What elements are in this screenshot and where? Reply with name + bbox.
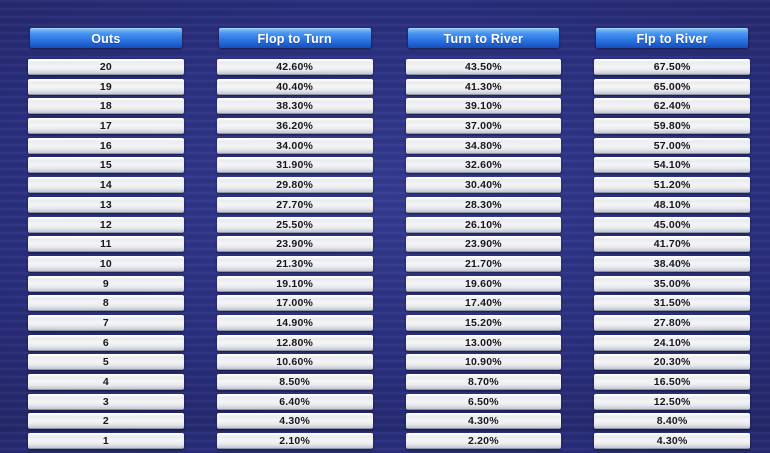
table-cell: 29.80%: [216, 177, 373, 194]
table-cell: 4.30%: [216, 413, 373, 430]
table-cell: 23.90%: [216, 236, 373, 253]
column-outs: Outs 20 19 18 17 16 15 14 13 12 11 10 9 8 7 6 5 4 3 2 1: [28, 28, 184, 453]
table-cell: 1: [28, 433, 184, 450]
table-cell: 10: [28, 255, 184, 272]
column-cells-outs: 20 19 18 17 16 15 14 13 12 11 10 9 8 7 6 5 4 3 2 1: [28, 59, 184, 453]
table-cell: 28.30%: [405, 196, 562, 213]
table-cell: 30.40%: [405, 177, 562, 194]
table-cell: 20.30%: [594, 354, 750, 371]
column-cells-flp-to-river: 67.50% 65.00% 62.40% 59.80% 57.00% 54.10% 51.2…: [594, 59, 750, 453]
table-cell: 62.40%: [594, 98, 750, 115]
table-cell: 65.00%: [594, 78, 750, 95]
table-cell: 36.20%: [216, 118, 373, 135]
table-cell: 31.50%: [594, 295, 750, 312]
table-cell: 54.10%: [594, 157, 750, 174]
table-cell: 32.60%: [405, 157, 562, 174]
table-cell: 17.40%: [405, 295, 562, 312]
table-cell: 23.90%: [405, 236, 562, 253]
table-cell: 15: [28, 157, 184, 174]
table-cell: 8.70%: [405, 374, 562, 390]
table-cell: 51.20%: [594, 177, 750, 194]
column-header-outs: Outs: [30, 28, 182, 48]
table-cell: 34.00%: [216, 137, 373, 154]
table-cell: 48.10%: [594, 196, 750, 213]
column-flop-to-turn: Flop to Turn 42.60% 40.40% 38.30% 36.20% 34.…: [216, 28, 373, 453]
table-cell: 19.60%: [405, 275, 562, 292]
column-header-flp-to-river: Flp to River: [596, 28, 748, 48]
table-cell: 6.40%: [216, 393, 373, 410]
table-cell: 16.50%: [594, 374, 750, 390]
column-cells-turn-to-river: 43.50% 41.30% 39.10% 37.00% 34.80% 32.60% 30.4…: [405, 59, 562, 453]
table-cell: 8.50%: [216, 374, 373, 390]
table-cell: 2: [28, 413, 184, 430]
column-header-flop-to-turn: Flop to Turn: [218, 28, 371, 48]
table-cell: 14.90%: [216, 314, 373, 331]
table-cell: 3: [28, 393, 184, 410]
table-cell: 8: [28, 295, 184, 312]
table-cell: 17.00%: [216, 295, 373, 312]
table-cell: 5: [28, 354, 184, 371]
table-cell: 27.80%: [594, 314, 750, 331]
table-cell: 18: [28, 98, 184, 115]
column-turn-to-river: Turn to River 43.50% 41.30% 39.10% 37.00% 34…: [405, 28, 562, 453]
table-cell: 12.80%: [216, 334, 373, 351]
table-cell: 20: [28, 59, 184, 75]
table-cell: 24.10%: [594, 334, 750, 351]
table-cell: 13: [28, 196, 184, 213]
table-cell: 21.70%: [405, 255, 562, 272]
table-cell: 16: [28, 137, 184, 154]
table-cell: 2.20%: [405, 433, 562, 450]
column-header-turn-to-river: Turn to River: [407, 28, 560, 48]
table-cell: 57.00%: [594, 137, 750, 154]
table-cell: 13.00%: [405, 334, 562, 351]
table-cell: 39.10%: [405, 98, 562, 115]
table-cell: 59.80%: [594, 118, 750, 135]
table-cell: 38.30%: [216, 98, 373, 115]
table-cell: 14: [28, 177, 184, 194]
table-cell: 21.30%: [216, 255, 373, 272]
table-cell: 19: [28, 78, 184, 95]
table-cell: 19.10%: [216, 275, 373, 292]
column-cells-flop-to-turn: 42.60% 40.40% 38.30% 36.20% 34.00% 31.90% 29.8…: [216, 59, 373, 453]
table-cell: 43.50%: [405, 59, 562, 75]
table-cell: 4: [28, 374, 184, 390]
table-cell: 7: [28, 314, 184, 331]
table-cell: 10.60%: [216, 354, 373, 371]
table-cell: 25.50%: [216, 216, 373, 233]
odds-table: Outs 20 19 18 17 16 15 14 13 12 11 10 9 8 7 6 5 4 3 2 1 Flo…: [28, 28, 750, 450]
table-cell: 26.10%: [405, 216, 562, 233]
table-cell: 41.30%: [405, 78, 562, 95]
table-cell: 10.90%: [405, 354, 562, 371]
table-cell: 15.20%: [405, 314, 562, 331]
table-cell: 6: [28, 334, 184, 351]
table-cell: 35.00%: [594, 275, 750, 292]
table-cell: 17: [28, 118, 184, 135]
table-cell: 27.70%: [216, 196, 373, 213]
table-cell: 42.60%: [216, 59, 373, 75]
table-cell: 6.50%: [405, 393, 562, 410]
table-cell: 45.00%: [594, 216, 750, 233]
table-cell: 8.40%: [594, 413, 750, 430]
column-flp-to-river: Flp to River 67.50% 65.00% 62.40% 59.80% 57.…: [594, 28, 750, 453]
table-cell: 38.40%: [594, 255, 750, 272]
table-cell: 37.00%: [405, 118, 562, 135]
table-cell: 4.30%: [594, 433, 750, 450]
table-cell: 34.80%: [405, 137, 562, 154]
table-cell: 4.30%: [405, 413, 562, 430]
table-cell: 67.50%: [594, 59, 750, 75]
table-cell: 2.10%: [216, 433, 373, 450]
table-cell: 9: [28, 275, 184, 292]
table-cell: 31.90%: [216, 157, 373, 174]
table-cell: 11: [28, 236, 184, 253]
table-cell: 12.50%: [594, 393, 750, 410]
table-cell: 40.40%: [216, 78, 373, 95]
table-cell: 12: [28, 216, 184, 233]
table-cell: 41.70%: [594, 236, 750, 253]
